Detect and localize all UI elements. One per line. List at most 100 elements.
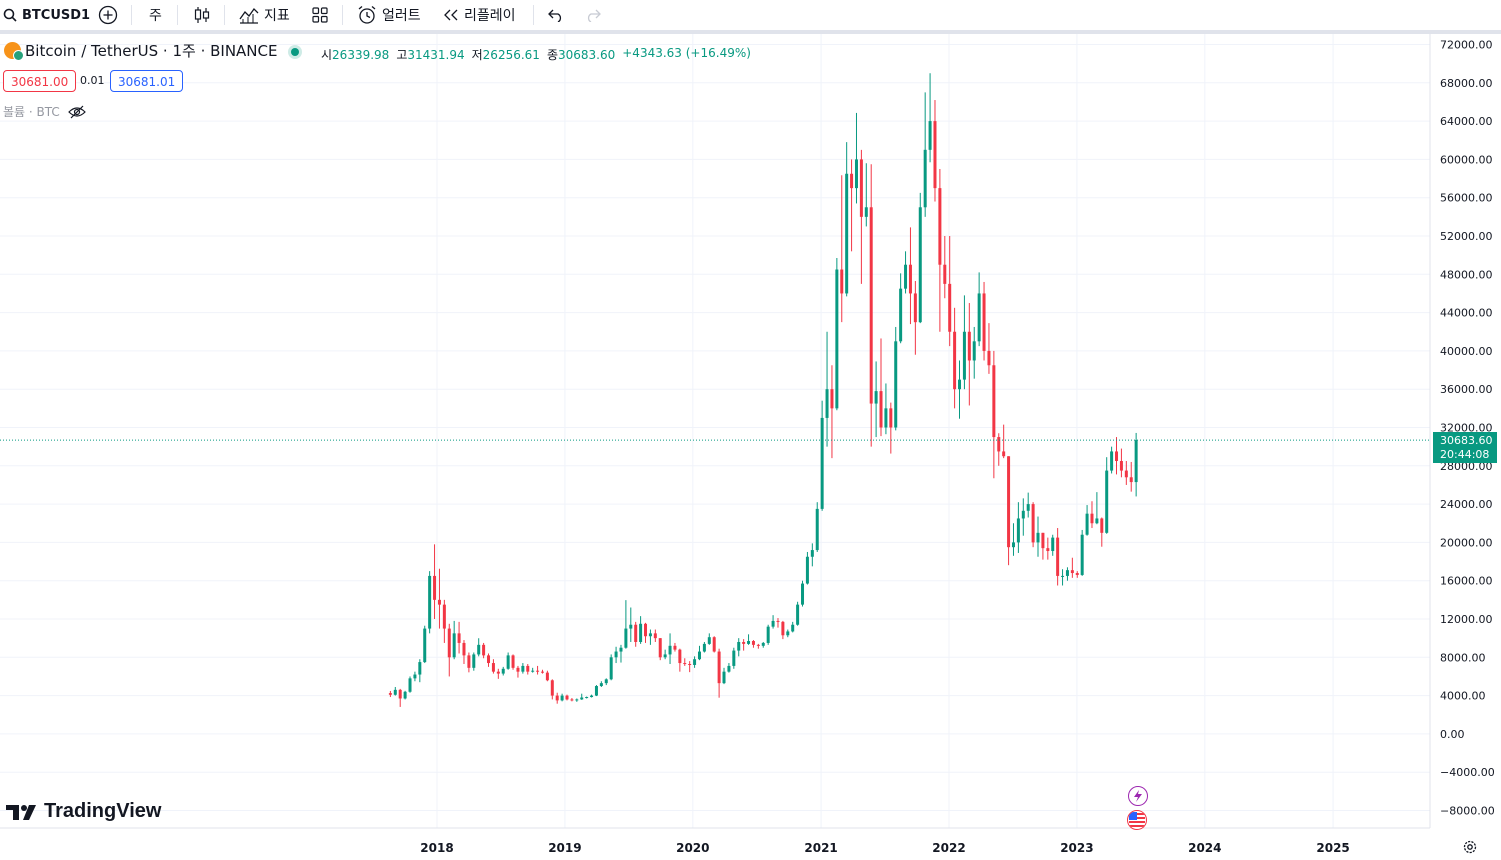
undo-button[interactable] — [547, 0, 565, 30]
candle-body — [727, 665, 731, 672]
change-value: +4343.63 (+16.49%) — [622, 46, 751, 60]
candle-body — [908, 264, 912, 294]
price-chart[interactable]: 72000.00 68000.00 64000.00 60000.00 56000.00… — [0, 34, 1501, 860]
sell-button[interactable]: 30681.00 — [3, 70, 77, 92]
toolbar-divider — [177, 5, 178, 25]
candle-body — [933, 121, 937, 189]
candle-body — [688, 664, 692, 666]
market-open-indicator — [291, 48, 299, 56]
rewind-icon — [443, 8, 459, 22]
volume-indicator-legend[interactable]: 볼륨 · BTC — [3, 103, 86, 120]
candle-body — [913, 293, 917, 323]
candle-body — [457, 633, 461, 643]
candle-body — [987, 350, 991, 366]
candle-body — [580, 697, 584, 700]
search-icon — [3, 8, 17, 22]
x-tick-label: 2025 — [1316, 841, 1349, 855]
symbol-search[interactable]: BTCUSD1 — [3, 0, 90, 30]
candle-body — [442, 604, 446, 629]
tradingview-logo[interactable]: TradingView — [6, 800, 161, 823]
candle-body — [1129, 477, 1133, 483]
candle-body — [997, 437, 1001, 452]
y-tick-label: −4000.00 — [1440, 766, 1495, 779]
templates-button[interactable] — [311, 0, 329, 30]
alert-button[interactable]: 얼러트 — [357, 0, 421, 30]
settings-button[interactable] — [1462, 839, 1478, 859]
candle-body — [629, 624, 633, 629]
y-tick-label: 44000.00 — [1440, 307, 1493, 320]
us-flag-event-icon[interactable] — [1127, 810, 1147, 830]
candle-body — [496, 671, 500, 674]
candle-body — [658, 638, 662, 658]
candle-body — [879, 391, 883, 428]
candle-body — [938, 188, 942, 265]
candle-body — [1041, 532, 1045, 549]
candle-body — [874, 391, 878, 404]
bitcoin-icon — [4, 42, 24, 61]
y-tick-label: 68000.00 — [1440, 77, 1493, 90]
y-tick-label: 12000.00 — [1440, 613, 1493, 626]
candle-body — [918, 207, 922, 323]
y-tick-label: 52000.00 — [1440, 230, 1493, 243]
tether-icon — [13, 50, 24, 61]
eye-hidden-icon[interactable] — [67, 105, 86, 119]
lightning-event-icon[interactable] — [1128, 786, 1148, 806]
indicators-button[interactable]: 지표 — [239, 0, 290, 30]
candle-body — [565, 695, 569, 700]
candle-body — [1124, 470, 1128, 478]
candle-body — [697, 651, 701, 660]
candle-body — [639, 623, 643, 642]
symbol-legend[interactable]: Bitcoin / TetherUS · 1주 · BINANCE — [4, 40, 277, 61]
candle-body — [967, 331, 971, 361]
y-tick-label: −8000.00 — [1440, 805, 1495, 818]
candle-body — [1051, 537, 1055, 552]
redo-icon — [584, 8, 602, 22]
candles — [388, 73, 1138, 707]
candle-body — [545, 672, 549, 681]
candle-body — [1031, 504, 1035, 543]
chart-type-button[interactable] — [193, 0, 211, 30]
candle-body — [555, 695, 559, 701]
candle-body — [423, 628, 427, 663]
candle-body — [673, 645, 677, 650]
candle-body — [805, 556, 809, 584]
candle-body — [1090, 513, 1094, 524]
toolbar-divider — [224, 5, 225, 25]
y-tick-label: 28000.00 — [1440, 460, 1493, 473]
replay-button[interactable]: 리플레이 — [443, 0, 516, 30]
price-axis[interactable]: 72000.00 68000.00 64000.00 60000.00 56000.00… — [1440, 39, 1495, 818]
candle-body — [1115, 451, 1119, 462]
candle-body — [668, 645, 672, 655]
interval-button[interactable]: 주 — [149, 0, 162, 30]
indicators-label: 지표 — [264, 8, 290, 24]
candle-body — [516, 667, 520, 672]
buy-button[interactable]: 30681.01 — [110, 70, 184, 92]
candle-body — [1007, 456, 1011, 548]
open-key: 시 — [321, 48, 333, 62]
candle-body — [1026, 504, 1030, 511]
y-tick-label: 56000.00 — [1440, 192, 1493, 205]
y-tick-label: 40000.00 — [1440, 345, 1493, 358]
candle-body — [540, 671, 544, 673]
close-key: 종 — [546, 48, 558, 62]
candle-body — [1080, 534, 1084, 575]
indicators-icon — [239, 6, 259, 24]
candle-body — [570, 699, 574, 701]
candle-body — [575, 699, 579, 701]
candle-body — [1046, 548, 1050, 552]
candle-body — [604, 679, 608, 684]
alert-label: 얼러트 — [382, 8, 421, 24]
candle-body — [707, 637, 711, 644]
candle-body — [810, 550, 814, 557]
candle-body — [531, 670, 535, 672]
candle-body — [653, 633, 657, 639]
low-value: 26256.61 — [482, 48, 540, 62]
candle-body — [678, 649, 682, 664]
candle-body — [619, 647, 623, 652]
time-axis[interactable]: 2018 2019 2020 2021 2022 2023 2024 2025 — [420, 841, 1349, 855]
candle-body — [491, 663, 495, 672]
candle-body — [977, 293, 981, 342]
compare-button[interactable] — [98, 0, 118, 30]
redo-button[interactable] — [584, 0, 602, 30]
candle-body — [854, 159, 858, 189]
